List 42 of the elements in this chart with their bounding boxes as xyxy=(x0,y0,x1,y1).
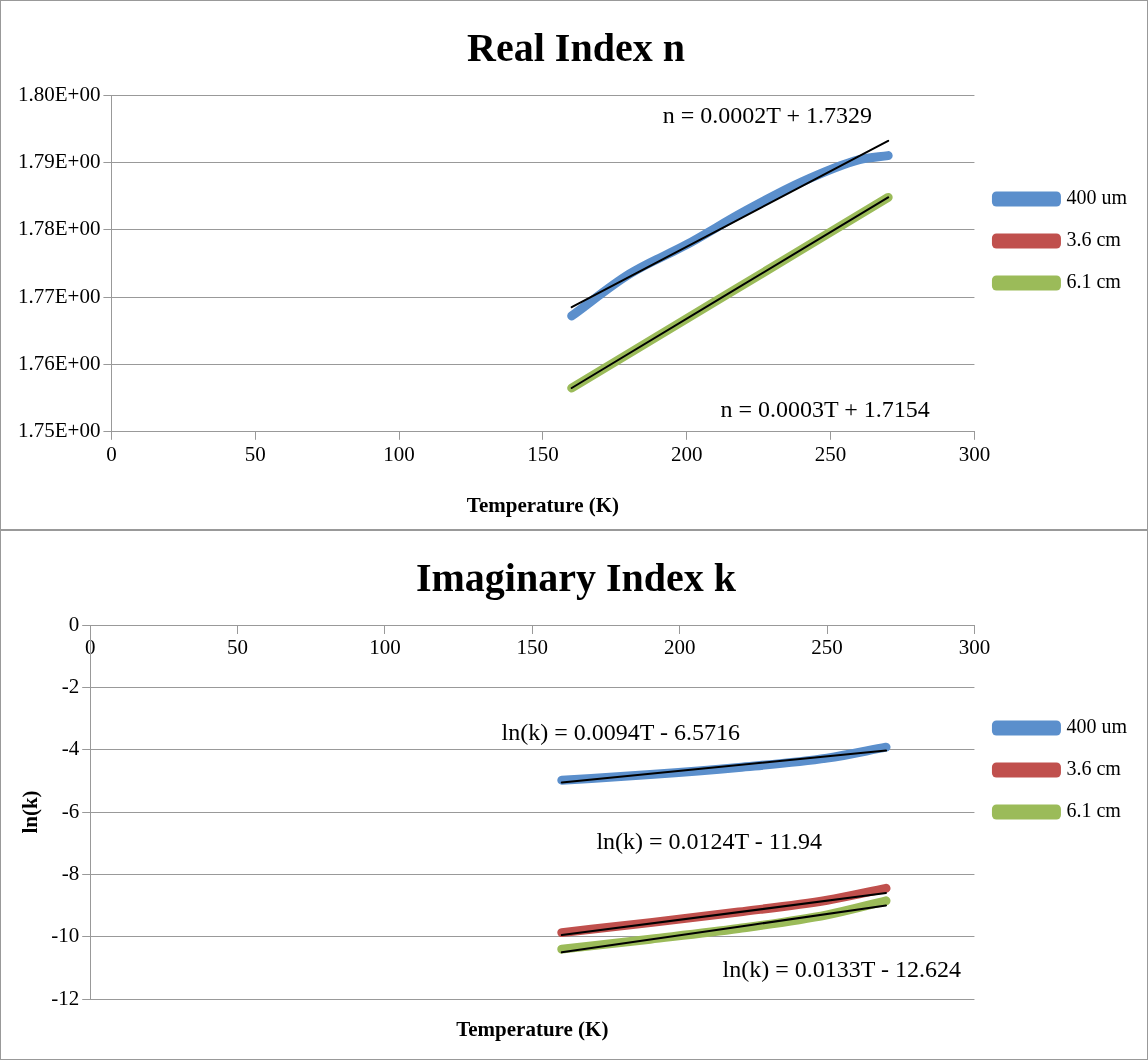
y-tick-label: 1.79E+00 xyxy=(18,148,101,173)
legend-label: 3.6 cm xyxy=(1066,228,1122,251)
x-tick-label: 250 xyxy=(814,441,847,466)
chart-title: Real Index n xyxy=(467,25,685,71)
x-tick-label: 50 xyxy=(227,635,249,660)
y-tick-label: 1.76E+00 xyxy=(18,350,101,375)
legend-label: 400 um xyxy=(1066,186,1128,209)
legend-label: 6.1 cm xyxy=(1066,270,1122,293)
y-tick-label: 1.77E+00 xyxy=(18,283,101,308)
y-axis-title: ln(k) xyxy=(18,790,43,834)
x-tick-label: 0 xyxy=(106,441,117,466)
x-tick-label: 250 xyxy=(811,635,843,660)
x-tick-label: 200 xyxy=(671,441,703,466)
annotation: n = 0.0003T + 1.7154 xyxy=(720,396,930,423)
y-tick-label: 1.75E+00 xyxy=(18,418,101,443)
y-tick-label: 1.78E+00 xyxy=(18,216,101,241)
y-tick-label: -6 xyxy=(61,798,80,823)
y-tick-label: -4 xyxy=(61,736,80,761)
y-tick-label: -2 xyxy=(61,673,80,698)
chart-title: Imaginary Index k xyxy=(415,555,737,601)
x-tick-label: 50 xyxy=(244,441,266,466)
y-tick-label: -10 xyxy=(51,923,80,948)
x-tick-label: 300 xyxy=(958,635,991,660)
legend-label: 3.6 cm xyxy=(1066,757,1122,780)
legend-label: 400 um xyxy=(1066,715,1128,738)
y-tick-label: -12 xyxy=(51,985,80,1010)
x-tick-label: 150 xyxy=(516,635,549,660)
x-axis-title: Temperature (K) xyxy=(466,493,620,518)
y-tick-label: -8 xyxy=(61,860,80,885)
y-tick-label: 0 xyxy=(68,611,80,636)
x-axis-title: Temperature (K) xyxy=(456,1017,609,1042)
x-tick-label: 300 xyxy=(958,441,991,466)
y-tick-label: 1.80E+00 xyxy=(18,81,101,106)
x-tick-label: 100 xyxy=(383,441,415,466)
x-tick-label: 200 xyxy=(663,635,696,660)
annotation: ln(k) = 0.0133T - 12.624 xyxy=(722,956,962,983)
annotation: n = 0.0002T + 1.7329 xyxy=(662,101,872,128)
legend-label: 6.1 cm xyxy=(1066,799,1122,822)
annotation: ln(k) = 0.0124T - 11.94 xyxy=(596,828,822,855)
annotation: ln(k) = 0.0094T - 6.5716 xyxy=(501,718,740,745)
x-tick-label: 150 xyxy=(527,441,559,466)
x-tick-label: 100 xyxy=(369,635,401,660)
